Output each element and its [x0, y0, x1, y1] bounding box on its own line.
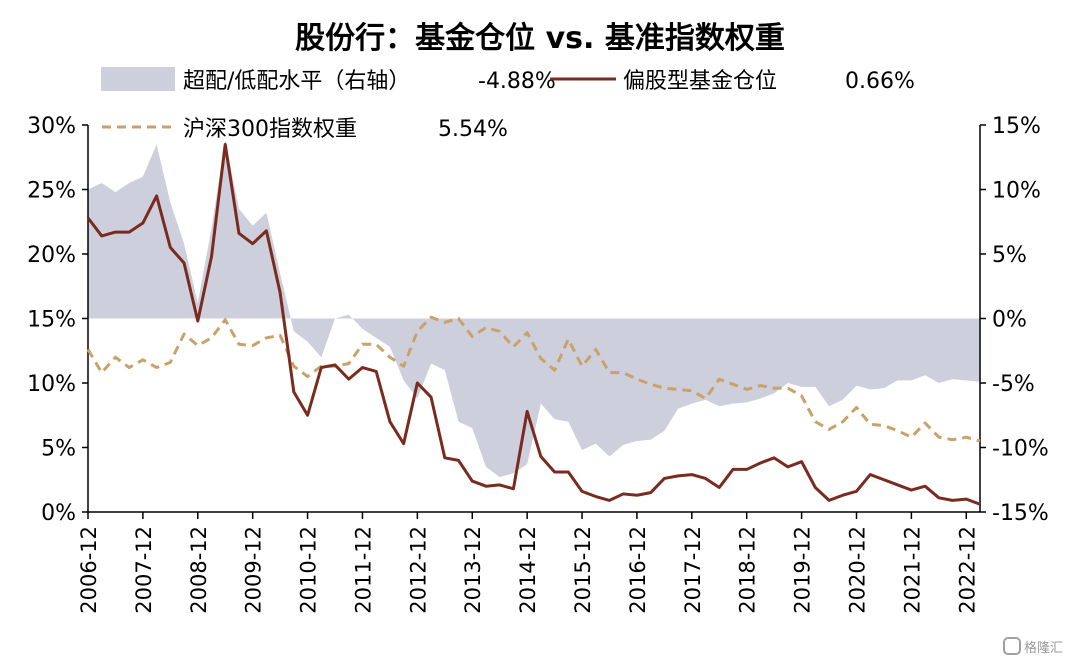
watermark: 格隆汇 — [1003, 637, 1063, 656]
legend-index-value: 5.54% — [438, 117, 508, 142]
legend-fund-value: 0.66% — [845, 69, 915, 94]
series-overweight-area — [88, 140, 980, 478]
series-fund-position-line — [86, 142, 981, 506]
x-tick-label: 2017-12 — [681, 526, 705, 614]
right-tick-label: 15% — [992, 114, 1041, 139]
x-tick-label: 2018-12 — [736, 526, 760, 614]
legend-area-label: 超配/低配水平（右轴） — [183, 69, 410, 94]
axes-layer: 0% 5% 10% 15% 20% 25% 30% -15% -10% -5% 0% 5% 10% 15%… — [27, 114, 1049, 614]
legend-area-value: -4.88% — [478, 69, 556, 94]
watermark-logo-icon — [1003, 637, 1021, 655]
left-tick-label: 15% — [27, 308, 76, 333]
left-tick-label: 5% — [41, 437, 76, 462]
x-tick-label: 2006-12 — [77, 526, 101, 614]
line-layer — [86, 142, 981, 506]
x-tick-label: 2014-12 — [516, 526, 540, 614]
x-tick-label: 2020-12 — [845, 526, 869, 614]
right-tick-label: 10% — [992, 179, 1041, 204]
left-tick-label: 30% — [27, 114, 76, 139]
left-tick-label: 20% — [27, 243, 76, 268]
right-tick-label: -15% — [992, 501, 1049, 526]
legend: 超配/低配水平（右轴） -4.88% 偏股型基金仓位 0.66% 沪深300指数权重 5.… — [101, 67, 915, 142]
x-tick-label: 2010-12 — [297, 526, 321, 614]
right-tick-label: 0% — [992, 308, 1027, 333]
area-layer — [88, 140, 980, 478]
x-tick-label: 2011-12 — [351, 526, 375, 614]
legend-fund-label: 偏股型基金仓位 — [623, 69, 777, 94]
chart-title: 股份行：基金仓位 vs. 基准指数权重 — [295, 21, 785, 56]
legend-index-label: 沪深300指数权重 — [183, 117, 357, 142]
x-tick-label: 2021-12 — [900, 526, 924, 614]
left-tick-label: 25% — [27, 179, 76, 204]
right-tick-label: -10% — [992, 437, 1049, 462]
x-tick-label: 2008-12 — [187, 526, 211, 614]
left-tick-label: 10% — [27, 372, 76, 397]
x-tick-label: 2007-12 — [132, 526, 156, 614]
x-tick-label: 2009-12 — [242, 526, 266, 614]
x-tick-label: 2013-12 — [461, 526, 485, 614]
series-index-weight-line — [86, 315, 981, 443]
x-tick-label: 2016-12 — [626, 526, 650, 614]
x-tick-label: 2019-12 — [791, 526, 815, 614]
left-tick-label: 0% — [41, 501, 76, 526]
x-tick-label: 2012-12 — [406, 526, 430, 614]
right-tick-label: 5% — [992, 243, 1027, 268]
x-tick-label: 2022-12 — [955, 526, 979, 614]
right-tick-label: -5% — [992, 372, 1035, 397]
watermark-text: 格隆汇 — [1024, 640, 1063, 656]
x-tick-label: 2015-12 — [571, 526, 595, 614]
legend-area-swatch — [101, 67, 175, 91]
